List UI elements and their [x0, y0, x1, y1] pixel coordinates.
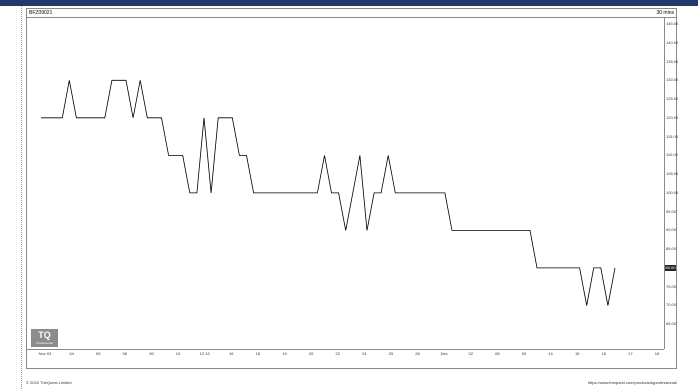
left-margin: [0, 6, 21, 389]
y-tick-label: 140.00: [666, 39, 679, 45]
x-tick-label: 09: [149, 351, 154, 356]
y-tick-label: 120.00: [666, 114, 679, 120]
price-axis[interactable]: 145.00 140.00 135.00 130.00 125.00 120.00 115.…: [664, 18, 679, 349]
x-tick-label: Dec: [440, 351, 448, 356]
price-line-chart: [41, 79, 616, 306]
tq-logo: TQ Professional: [31, 329, 58, 347]
x-tick-label: 16: [601, 351, 607, 356]
chart-panel[interactable]: BFZ09021 30 mins 145.00 140.00 135.00 130.0…: [26, 8, 679, 369]
x-tick-label: 18: [654, 351, 660, 356]
y-tick-label: 90.00: [666, 227, 677, 233]
y-tick-label: 100.00: [666, 189, 679, 195]
x-tick-label: 08: [495, 351, 500, 356]
y-tick-label: 145.00: [666, 21, 679, 26]
x-tick-label: Nov 03: [38, 351, 52, 356]
y-tick-label: 85.00: [666, 246, 677, 252]
logo-text: TQ: [38, 330, 51, 340]
x-tick-label: 10: [175, 351, 181, 356]
y-tick-label: 75.00: [666, 283, 677, 289]
y-tick-label: 105.00: [666, 171, 679, 177]
y-tick-label: 130.00: [666, 77, 679, 83]
x-tick-label: 14: [548, 351, 553, 356]
x-tick-label: 04: [69, 351, 74, 356]
y-tick-label: 125.00: [666, 96, 679, 102]
price-plot[interactable]: [27, 18, 664, 349]
y-tick-label: 95.00: [666, 208, 677, 214]
x-tick-label: 15: [574, 351, 580, 356]
left-divider: [21, 6, 22, 389]
x-tick-label: 02: [468, 351, 473, 356]
price-series-line: [41, 79, 616, 306]
x-tick-label: 12 13: [199, 351, 210, 356]
x-tick-label: 20: [308, 351, 314, 356]
x-tick-label: 25: [388, 351, 394, 356]
y-tick-label: 135.00: [666, 58, 679, 64]
last-price-marker: 80.00: [665, 264, 676, 271]
x-tick-label: 05: [95, 351, 101, 356]
interval-label[interactable]: 30 mins: [656, 10, 674, 16]
chart-header: BFZ09021 30 mins: [27, 9, 676, 18]
x-tick-label: 19: [282, 351, 287, 356]
x-tick-label: 24: [362, 351, 367, 356]
copyright-text: © 2020 TheQuest Limited: [26, 380, 72, 385]
top-bar: [0, 0, 698, 6]
symbol-label: BFZ09021: [29, 10, 53, 16]
time-axis[interactable]: Nov 03 04 05 06 09 10 12 13 16 18 19 20 23 24 25 26 Dec…: [27, 349, 664, 358]
y-tick-label: 70.00: [666, 302, 677, 308]
y-tick-label: 65.00: [666, 321, 677, 327]
x-tick-label: 18: [255, 351, 261, 356]
x-tick-label: 26: [415, 351, 420, 356]
x-tick-label: 17: [628, 351, 633, 356]
logo-subtext: Professional: [36, 341, 53, 345]
footer-url[interactable]: https://www.thequest.com/products/tqprof…: [587, 380, 677, 385]
x-tick-label: 16: [229, 351, 234, 356]
x-tick-label: 09: [521, 351, 527, 356]
x-tick-label: 23: [335, 351, 340, 356]
x-tick-label: 06: [122, 351, 128, 356]
y-tick-label: 110.00: [666, 152, 678, 158]
footer: © 2020 TheQuest Limited https://www.theq…: [26, 379, 677, 387]
y-tick-label: 115.00: [666, 133, 678, 139]
